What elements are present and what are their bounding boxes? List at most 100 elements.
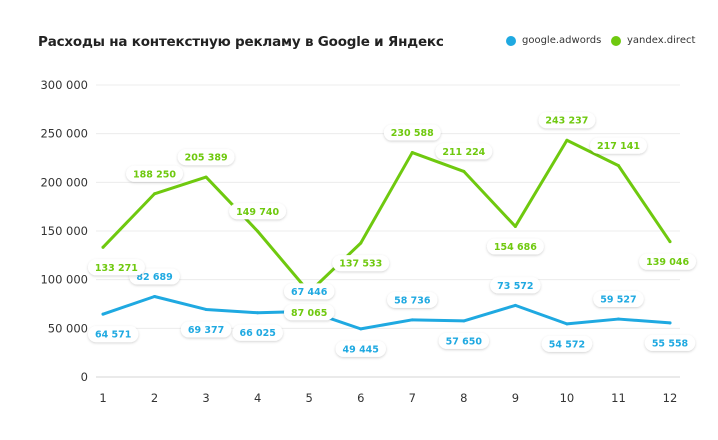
data-label-bg xyxy=(639,253,696,270)
data-point-yandex-direct xyxy=(565,138,569,142)
data-label-yandex-direct: 154 686 xyxy=(486,238,544,255)
data-point-google-adwords xyxy=(616,317,620,321)
data-label-text: 49 445 xyxy=(343,344,379,355)
legend-label-yandex-direct: yandex.direct xyxy=(627,35,696,46)
y-tick-label: 300 000 xyxy=(40,78,88,92)
data-point-google-adwords xyxy=(668,321,672,325)
x-tick-label: 2 xyxy=(151,391,158,405)
data-point-yandex-direct xyxy=(153,192,157,196)
data-label-bg xyxy=(335,340,386,357)
x-tick-label: 9 xyxy=(512,391,519,405)
y-tick-label: 250 000 xyxy=(40,127,88,141)
data-point-yandex-direct xyxy=(462,169,466,173)
data-label-text: 154 686 xyxy=(494,242,537,253)
data-point-google-adwords xyxy=(256,311,260,315)
y-tick-label: 50 000 xyxy=(48,321,88,335)
legend-label-google-adwords: google.adwords xyxy=(522,35,602,46)
data-point-google-adwords xyxy=(513,303,517,307)
data-label-yandex-direct: 243 237 xyxy=(538,112,596,129)
legend-item-google-adwords: google.adwords xyxy=(506,35,601,46)
data-label-yandex-direct: 149 740 xyxy=(229,203,287,220)
data-label-yandex-direct: 205 389 xyxy=(177,149,235,166)
x-tick-label: 5 xyxy=(306,391,313,405)
data-label-text: 137 533 xyxy=(339,259,382,270)
data-point-yandex-direct xyxy=(616,164,620,168)
data-label-bg xyxy=(538,112,596,129)
x-tick-label: 1 xyxy=(99,391,106,405)
data-label-text: 73 572 xyxy=(497,281,533,292)
x-tick-label: 12 xyxy=(663,391,678,405)
data-label-bg xyxy=(229,203,287,220)
x-tick-label: 10 xyxy=(560,391,575,405)
data-point-yandex-direct xyxy=(204,175,208,179)
data-label-yandex-direct: 133 271 xyxy=(88,259,145,276)
x-tick-label: 3 xyxy=(202,391,209,405)
data-label-google-adwords: 55 558 xyxy=(644,334,696,351)
data-point-yandex-direct xyxy=(101,245,105,249)
data-label-bg xyxy=(88,326,139,343)
y-tick-label: 200 000 xyxy=(40,175,88,189)
data-label-google-adwords: 67 446 xyxy=(283,283,335,300)
data-label-text: 55 558 xyxy=(652,338,689,349)
data-label-bg xyxy=(332,255,390,272)
data-label-text: 58 736 xyxy=(394,295,431,306)
data-point-google-adwords xyxy=(204,307,208,311)
data-label-yandex-direct: 139 046 xyxy=(639,253,696,270)
data-label-bg xyxy=(232,324,283,341)
y-tick-label: 150 000 xyxy=(40,224,88,238)
x-tick-label: 8 xyxy=(460,391,467,405)
data-point-yandex-direct xyxy=(256,229,260,233)
chart-title: Расходы на контекстную рекламу в Google … xyxy=(38,34,444,50)
data-labels: 64 571 82 689 69 377 66 025 67 446 49 445 58 7… xyxy=(88,112,696,357)
data-label-bg xyxy=(644,334,696,351)
data-point-google-adwords xyxy=(462,319,466,323)
data-point-google-adwords xyxy=(565,322,569,326)
data-label-text: 211 224 xyxy=(442,147,485,158)
legend-marker-yandex-direct xyxy=(611,35,621,46)
data-label-bg xyxy=(88,259,145,276)
data-label-bg xyxy=(490,277,541,294)
data-label-bg xyxy=(438,332,490,349)
data-label-text: 243 237 xyxy=(545,116,588,127)
data-label-text: 59 527 xyxy=(600,295,636,306)
data-label-yandex-direct: 188 250 xyxy=(126,165,183,182)
data-label-yandex-direct: 87 065 xyxy=(283,304,335,321)
data-label-google-adwords: 64 571 xyxy=(88,326,139,343)
series-line-yandex-direct xyxy=(101,138,672,294)
data-point-yandex-direct xyxy=(359,241,363,245)
data-label-bg xyxy=(283,283,335,300)
data-label-text: 82 689 xyxy=(136,272,172,283)
data-point-google-adwords xyxy=(101,312,105,316)
data-label-bg xyxy=(283,304,335,321)
x-tick-label: 7 xyxy=(409,391,416,405)
data-label-google-adwords: 69 377 xyxy=(180,321,232,338)
data-label-text: 66 025 xyxy=(239,328,275,339)
data-label-yandex-direct: 217 141 xyxy=(590,137,647,154)
x-tick-label: 6 xyxy=(357,391,364,405)
data-point-google-adwords xyxy=(153,295,157,299)
data-label-yandex-direct: 137 533 xyxy=(332,255,390,272)
data-label-google-adwords: 57 650 xyxy=(438,332,490,349)
data-label-bg xyxy=(180,321,232,338)
data-label-bg xyxy=(126,165,183,182)
data-label-google-adwords: 66 025 xyxy=(232,324,283,341)
data-label-bg xyxy=(541,335,593,352)
data-label-text: 133 271 xyxy=(95,263,138,274)
data-label-text: 64 571 xyxy=(95,330,131,341)
series-line-google-adwords xyxy=(101,295,672,331)
data-label-text: 188 250 xyxy=(133,169,176,180)
data-label-text: 139 046 xyxy=(646,257,689,268)
x-tick-label: 11 xyxy=(611,391,626,405)
legend-item-yandex-direct: yandex.direct xyxy=(611,35,695,46)
data-label-text: 57 650 xyxy=(446,336,483,347)
data-label-text: 205 389 xyxy=(185,153,228,164)
data-label-bg xyxy=(593,291,644,308)
data-label-google-adwords: 59 527 xyxy=(593,291,644,308)
data-label-google-adwords: 73 572 xyxy=(490,277,541,294)
data-point-yandex-direct xyxy=(410,151,414,155)
data-label-text: 149 740 xyxy=(236,207,279,218)
data-label-yandex-direct: 211 224 xyxy=(435,143,493,160)
data-label-bg xyxy=(387,291,438,308)
data-label-text: 67 446 xyxy=(291,287,328,298)
